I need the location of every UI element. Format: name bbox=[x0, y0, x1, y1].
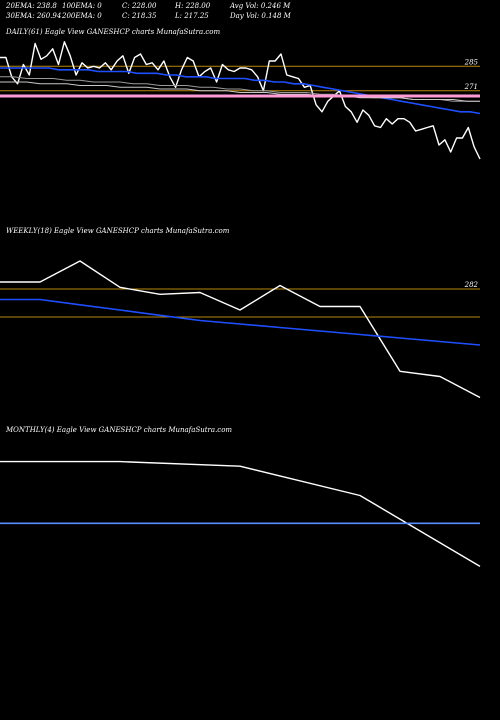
header-row2-cell-0: 30EMA: 260.94 bbox=[6, 12, 62, 20]
daily-price-line bbox=[0, 41, 481, 160]
header-row2-cell-2: C: 218.35 bbox=[122, 12, 157, 20]
header-row1-cell-1: 100EMA: 0 bbox=[62, 2, 102, 10]
daily-level-label-1: 271 bbox=[464, 83, 478, 91]
header-row2-cell-3: L: 217.25 bbox=[175, 12, 209, 20]
header-row2-cell-4: Day Vol: 0.148 M bbox=[230, 12, 291, 20]
header-row2-cell-1: 200EMA: 0 bbox=[62, 12, 102, 20]
weekly-panel-label: WEEKLY(18) Eagle View GANESHCP charts Mu… bbox=[6, 227, 230, 235]
daily-ema_blue-line bbox=[0, 67, 481, 115]
weekly-price-line bbox=[0, 260, 481, 399]
header-row1-cell-3: H: 228.00 bbox=[175, 2, 211, 10]
daily-panel-label: DAILY(61) Eagle View GANESHCP charts Mun… bbox=[6, 28, 221, 36]
header-row1-cell-0: 20EMA: 238.8 bbox=[6, 2, 57, 10]
monthly-panel-label: MONTHLY(4) Eagle View GANESHCP charts Mu… bbox=[6, 426, 233, 434]
daily-ema_gray2-line bbox=[0, 81, 480, 102]
monthly-price-line bbox=[0, 460, 481, 568]
header-row1-cell-4: Avg Vol: 0.246 M bbox=[230, 2, 291, 10]
weekly-ema_blue-line bbox=[0, 298, 481, 346]
header-row1-cell-2: C: 228.00 bbox=[122, 2, 157, 10]
daily-ema_gray-line bbox=[0, 76, 480, 102]
daily-level-label-0: 285 bbox=[464, 58, 479, 66]
weekly-level-label-0: 282 bbox=[464, 281, 479, 289]
